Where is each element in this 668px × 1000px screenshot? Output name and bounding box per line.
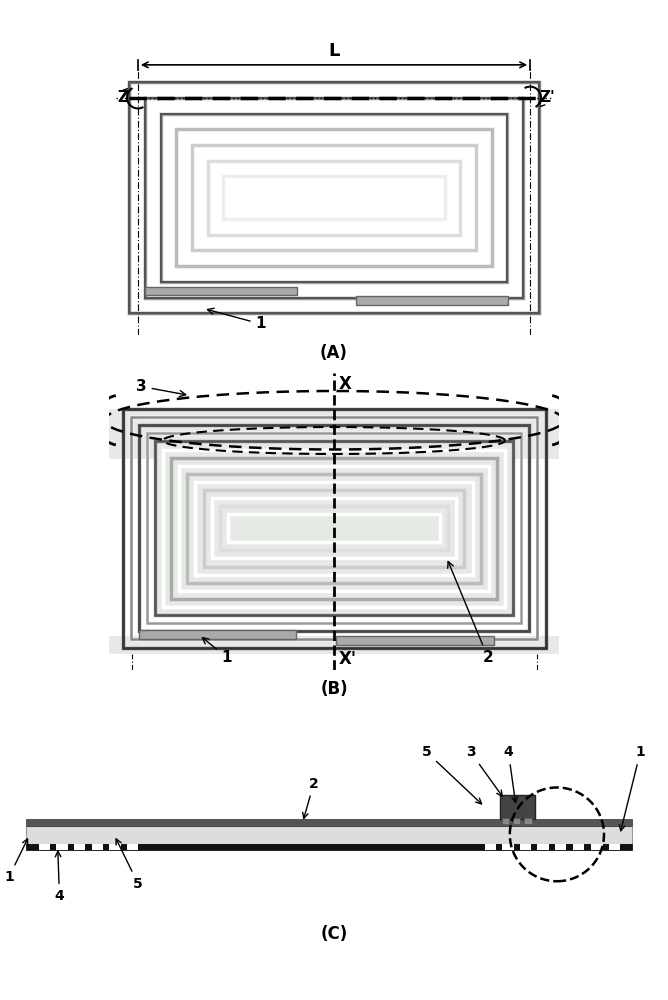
Bar [572, 844, 584, 850]
Bar [122, 409, 546, 648]
Text: 1: 1 [208, 308, 266, 331]
Bar [555, 844, 566, 850]
Bar [179, 466, 489, 591]
Bar [200, 153, 468, 243]
Bar [513, 818, 520, 824]
Bar [184, 137, 484, 258]
Bar [155, 441, 513, 615]
Bar [26, 819, 633, 826]
Text: Z': Z' [540, 90, 555, 105]
Bar [485, 844, 496, 850]
Bar [127, 844, 138, 850]
Bar [192, 145, 476, 250]
Bar [520, 844, 531, 850]
Bar [147, 433, 521, 623]
Text: 1: 1 [619, 745, 645, 831]
Bar [109, 409, 559, 458]
Text: 4: 4 [55, 851, 64, 903]
Text: X': X' [339, 650, 357, 668]
Bar [160, 114, 508, 282]
Bar [155, 441, 513, 615]
Bar [187, 474, 481, 583]
Bar [212, 498, 456, 558]
Text: X: X [339, 375, 351, 393]
Bar [137, 90, 531, 305]
Bar [176, 129, 492, 266]
Text: 5: 5 [422, 745, 482, 804]
Text: (C): (C) [321, 925, 347, 943]
Text: 4: 4 [504, 745, 518, 803]
Bar [153, 106, 515, 290]
Bar [26, 844, 633, 850]
Bar [139, 425, 529, 631]
Bar [131, 417, 537, 639]
Bar [204, 490, 464, 566]
Bar [74, 844, 86, 850]
Bar [147, 433, 521, 623]
Bar [109, 844, 120, 850]
Bar [131, 417, 537, 639]
Bar [129, 82, 539, 313]
Text: 2: 2 [303, 776, 319, 818]
Bar [39, 844, 50, 850]
Bar [145, 98, 523, 298]
Bar [145, 98, 523, 298]
Bar [196, 482, 472, 575]
Bar [171, 458, 497, 599]
Bar [122, 409, 546, 648]
Bar [145, 287, 297, 295]
Bar [168, 121, 500, 274]
Bar [208, 161, 460, 235]
Bar [155, 441, 513, 615]
Bar [155, 441, 513, 615]
Bar [155, 441, 513, 615]
Bar [57, 844, 67, 850]
Bar [228, 514, 440, 542]
Bar [231, 184, 437, 211]
Bar [220, 506, 448, 550]
Text: (A): (A) [320, 344, 348, 362]
Bar [223, 176, 445, 219]
Bar [609, 844, 621, 850]
Bar [26, 826, 633, 844]
Bar [336, 636, 494, 645]
Bar [502, 844, 514, 850]
Bar [109, 636, 559, 654]
Bar [163, 450, 505, 607]
Bar [500, 795, 535, 819]
Bar [538, 844, 548, 850]
Bar [591, 844, 603, 850]
Text: L: L [328, 42, 340, 60]
Text: 5: 5 [116, 839, 143, 890]
Bar [155, 441, 513, 615]
Text: (B): (B) [320, 680, 348, 698]
Bar [139, 630, 296, 639]
Text: 2: 2 [448, 562, 493, 665]
Text: Z: Z [118, 90, 128, 105]
Text: 3: 3 [136, 379, 186, 397]
Bar [356, 296, 508, 304]
Bar [216, 169, 452, 227]
Bar [524, 818, 532, 824]
Text: 1: 1 [202, 638, 232, 665]
Bar [139, 425, 529, 631]
Bar [129, 82, 539, 313]
Text: 1: 1 [4, 839, 27, 884]
Bar [192, 145, 476, 250]
Bar [92, 844, 103, 850]
Text: 3: 3 [466, 745, 502, 796]
Bar [160, 114, 508, 282]
Bar [502, 818, 509, 824]
